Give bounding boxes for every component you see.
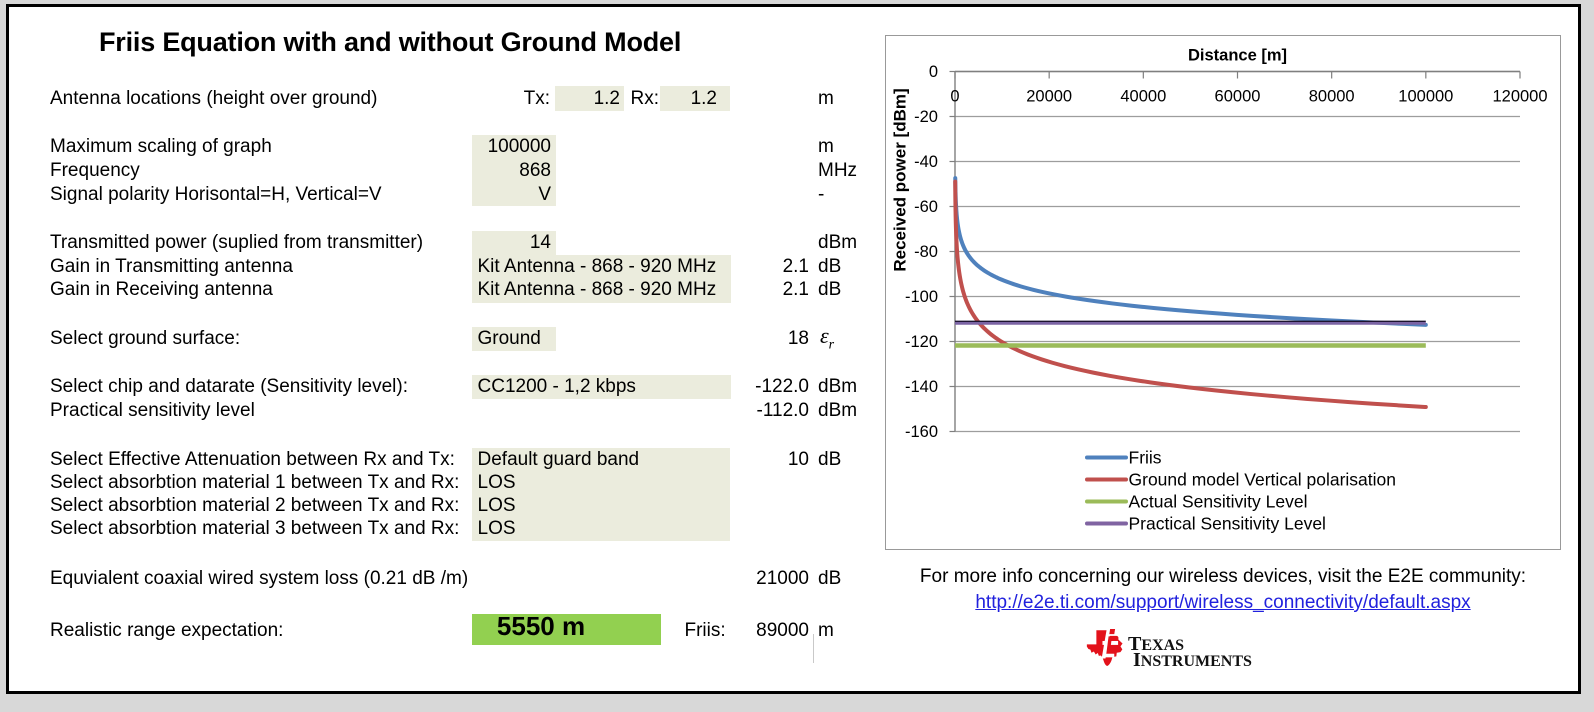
- svg-text:Received power [dBm]: Received power [dBm]: [891, 88, 910, 271]
- svg-text:20000: 20000: [1026, 88, 1072, 106]
- svg-text:-100: -100: [905, 288, 938, 306]
- svg-text:-40: -40: [914, 153, 938, 171]
- svg-text:0: 0: [929, 63, 938, 81]
- svg-text:100000: 100000: [1398, 88, 1453, 106]
- svg-text:80000: 80000: [1309, 88, 1355, 106]
- svg-text:Practical Sensitivity Level: Practical Sensitivity Level: [1129, 514, 1326, 534]
- svg-text:-80: -80: [914, 243, 938, 261]
- svg-text:Friis: Friis: [1129, 448, 1162, 468]
- svg-text:-20: -20: [914, 108, 938, 126]
- svg-text:-140: -140: [905, 378, 938, 396]
- svg-text:Ground model Vertical polarisa: Ground model Vertical polarisation: [1129, 470, 1397, 490]
- svg-text:120000: 120000: [1492, 88, 1547, 106]
- svg-text:-160: -160: [905, 423, 938, 441]
- svg-text:-60: -60: [914, 198, 938, 216]
- svg-text:Distance [m]: Distance [m]: [1188, 46, 1287, 64]
- svg-text:Actual Sensitivity Level: Actual Sensitivity Level: [1129, 492, 1308, 512]
- svg-text:-120: -120: [905, 333, 938, 351]
- svg-text:60000: 60000: [1215, 88, 1261, 106]
- svg-text:0: 0: [950, 88, 959, 106]
- svg-text:40000: 40000: [1120, 88, 1166, 106]
